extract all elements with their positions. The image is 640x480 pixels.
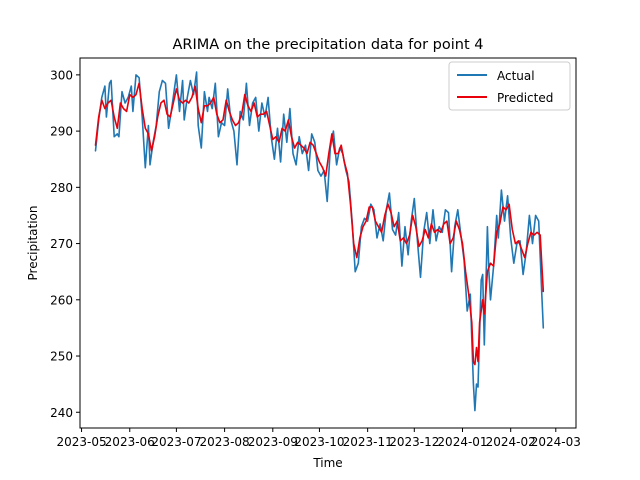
chart-title: ARIMA on the precipitation data for poin… bbox=[173, 37, 484, 53]
y-tick-label: 300 bbox=[50, 68, 73, 82]
x-tick-label: 2023-05 bbox=[56, 435, 106, 449]
x-tick-label: 2023-09 bbox=[248, 435, 298, 449]
legend-label-predicted: Predicted bbox=[497, 91, 553, 105]
x-tick-label: 2023-11 bbox=[343, 435, 393, 449]
x-axis: 2023-052023-062023-072023-082023-092023-… bbox=[56, 428, 581, 449]
x-tick-label: 2023-08 bbox=[200, 435, 250, 449]
y-tick-label: 280 bbox=[50, 181, 73, 195]
y-axis-label: Precipitation bbox=[26, 205, 40, 280]
y-tick-label: 270 bbox=[50, 237, 73, 251]
x-tick-label: 2023-10 bbox=[294, 435, 344, 449]
series-layer bbox=[94, 71, 545, 412]
y-tick-label: 260 bbox=[50, 293, 73, 307]
plot-frame bbox=[79, 57, 577, 429]
x-axis-label: Time bbox=[312, 456, 342, 470]
y-tick-label: 290 bbox=[50, 125, 73, 139]
x-tick-label: 2023-07 bbox=[151, 435, 201, 449]
x-tick-label: 2023-06 bbox=[105, 435, 155, 449]
legend-label-actual: Actual bbox=[497, 69, 535, 83]
x-tick-label: 2024-03 bbox=[531, 435, 581, 449]
y-tick-label: 240 bbox=[50, 406, 73, 420]
x-tick-label: 2024-01 bbox=[437, 435, 487, 449]
series-line-predicted bbox=[94, 82, 545, 366]
y-tick-label: 250 bbox=[50, 350, 73, 364]
x-tick-label: 2023-12 bbox=[389, 435, 439, 449]
legend: Actual Predicted bbox=[448, 61, 571, 111]
x-tick-label: 2024-02 bbox=[486, 435, 536, 449]
y-axis: 240 250 260 270 280 290 300 bbox=[50, 68, 80, 420]
